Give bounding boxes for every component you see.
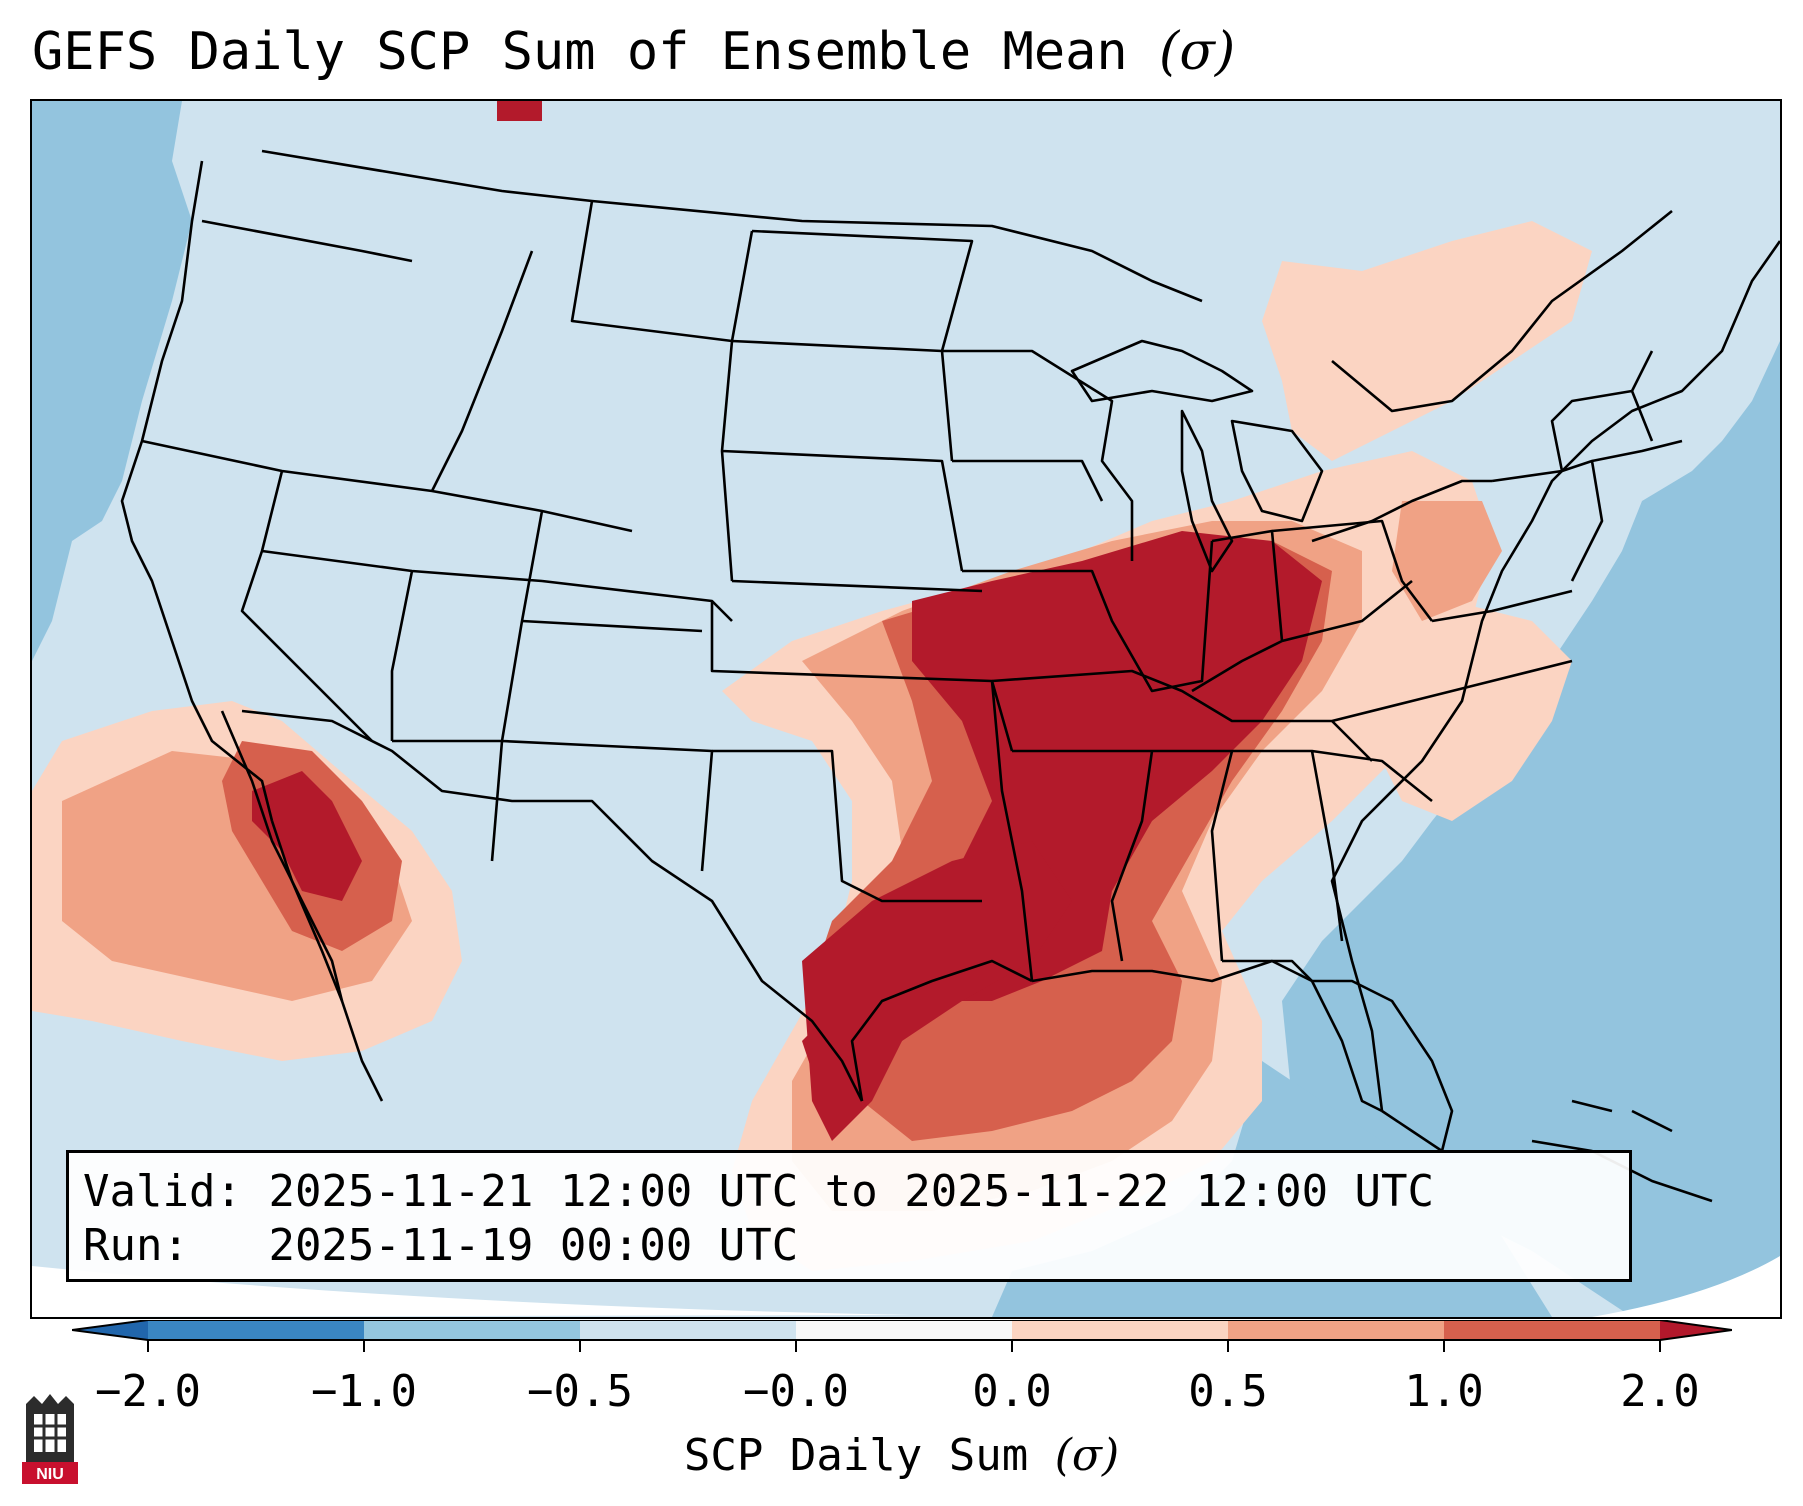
valid-time-box: Valid: 2025-11-21 12:00 UTC to 2025-11-2… — [66, 1150, 1632, 1282]
niu-logo: NIU — [22, 1394, 78, 1484]
southwest-extreme-field — [252, 771, 362, 901]
outside-domain — [32, 1266, 912, 1317]
colorbar-bin — [1012, 1320, 1229, 1340]
colorbar-tick-label: 1.0 — [1404, 1366, 1484, 1417]
mexico-west-coast — [270, 820, 384, 1102]
texas-extreme-field — [802, 841, 1072, 1141]
positive-anomaly-fields — [32, 101, 1592, 1271]
florida-peninsula — [1312, 979, 1454, 1153]
colorbar-tick-label: 2.0 — [1620, 1366, 1700, 1417]
carolina-light-field — [1372, 601, 1572, 821]
colorbar-bin — [1444, 1320, 1661, 1340]
state-lines-midwest — [942, 349, 1434, 693]
boundaries — [120, 149, 1780, 1203]
mexico-border — [241, 709, 864, 1102]
colorbar-tick-label: −2.0 — [95, 1366, 201, 1417]
colorbar-bin — [364, 1320, 581, 1340]
scp-map[interactable] — [30, 99, 1782, 1319]
us-northern-border — [261, 149, 1203, 303]
scp-map-canvas — [32, 101, 1780, 1317]
pacific-negative-field — [32, 101, 192, 661]
state-lines-south — [991, 659, 1573, 982]
colorbar-bin — [796, 1320, 1013, 1340]
northwest-extreme-spot — [497, 101, 542, 121]
colorbar-tick-label: −0.5 — [527, 1366, 633, 1417]
pacific-coastline — [120, 160, 274, 822]
valid-line: Valid: 2025-11-21 12:00 UTC to 2025-11-2… — [83, 1166, 1435, 1217]
colorbar-under-arrow — [72, 1320, 148, 1340]
atlantic-negative-field — [1282, 341, 1780, 1317]
northeast-light-field — [1262, 221, 1592, 461]
colorbar-tick-label: 0.5 — [1188, 1366, 1268, 1417]
colorbar-tick-label: −0.0 — [743, 1366, 849, 1417]
colorbar-bins — [148, 1320, 1661, 1340]
outside-domain-right — [1592, 1256, 1780, 1317]
great-lakes-superior — [1070, 339, 1254, 403]
colorbar-label: SCP Daily Sum (σ) — [683, 1430, 1120, 1481]
colorbar-over-arrow — [1660, 1320, 1732, 1340]
colorbar-bin — [1228, 1320, 1445, 1340]
logo-text: NIU — [36, 1466, 64, 1483]
canada-border-east — [1331, 209, 1673, 413]
map-title: GEFS Daily SCP Sum of Ensemble Mean (σ) — [32, 22, 1236, 82]
colorbar-tick-label: 0.0 — [972, 1366, 1052, 1417]
gulf-coast-texas — [850, 959, 1033, 1102]
run-line: Run: 2025-11-19 00:00 UTC — [83, 1220, 799, 1271]
great-lakes-michigan — [1180, 409, 1234, 573]
ohio-moderate-field — [1392, 501, 1502, 621]
colorbar-tick-label: −1.0 — [311, 1366, 417, 1417]
colorbar-bin — [148, 1320, 365, 1340]
great-lakes-erie-ontario — [1311, 479, 1492, 543]
colorbar — [72, 1320, 1732, 1352]
great-lakes-huron — [1230, 419, 1324, 523]
colorbar-ticks — [147, 1340, 1661, 1352]
state-lines-northeast — [1431, 350, 1683, 623]
colorbar-bin — [580, 1320, 797, 1340]
baja-peninsula — [220, 710, 344, 1002]
